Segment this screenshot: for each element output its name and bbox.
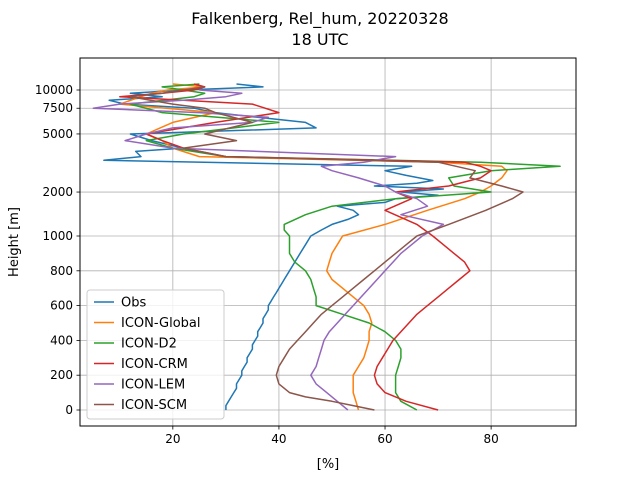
- y-tick-label: 200: [50, 368, 73, 382]
- x-tick-label: 20: [165, 432, 180, 446]
- legend-entry: Obs: [121, 296, 146, 311]
- x-tick-label: 40: [271, 432, 286, 446]
- y-tick-label: 0: [65, 403, 73, 417]
- y-tick-label: 400: [50, 333, 73, 347]
- x-ticks: 20 40 60 80: [165, 426, 499, 446]
- legend-entry: ICON-LEM: [121, 378, 185, 393]
- y-tick-label: 10000: [35, 83, 73, 97]
- x-tick-label: 60: [377, 432, 392, 446]
- y-tick-label: 600: [50, 299, 73, 313]
- chart-title: Falkenberg, Rel_hum, 20220328: [191, 9, 448, 29]
- y-tick-label: 7500: [42, 101, 73, 115]
- legend: Obs ICON-Global ICON-D2 ICON-CRM ICON-LEM ICO…: [87, 290, 224, 419]
- legend-entry: ICON-D2: [121, 337, 177, 352]
- x-tick-label: 80: [483, 432, 498, 446]
- x-axis-label: [%]: [317, 457, 340, 472]
- y-axis-label: Height [m]: [7, 207, 22, 277]
- legend-entry: ICON-CRM: [121, 357, 188, 372]
- y-tick-label: 5000: [42, 127, 73, 141]
- chart-subtitle: 18 UTC: [291, 30, 348, 49]
- y-tick-label: 1000: [42, 229, 73, 243]
- legend-entry: ICON-Global: [121, 316, 201, 331]
- legend-entry: ICON-SCM: [121, 398, 187, 413]
- y-ticks: 0 200 400 600 800 1000 2000 5000 7500 10000: [35, 83, 80, 417]
- y-tick-label: 2000: [42, 185, 73, 199]
- y-tick-label: 800: [50, 264, 73, 278]
